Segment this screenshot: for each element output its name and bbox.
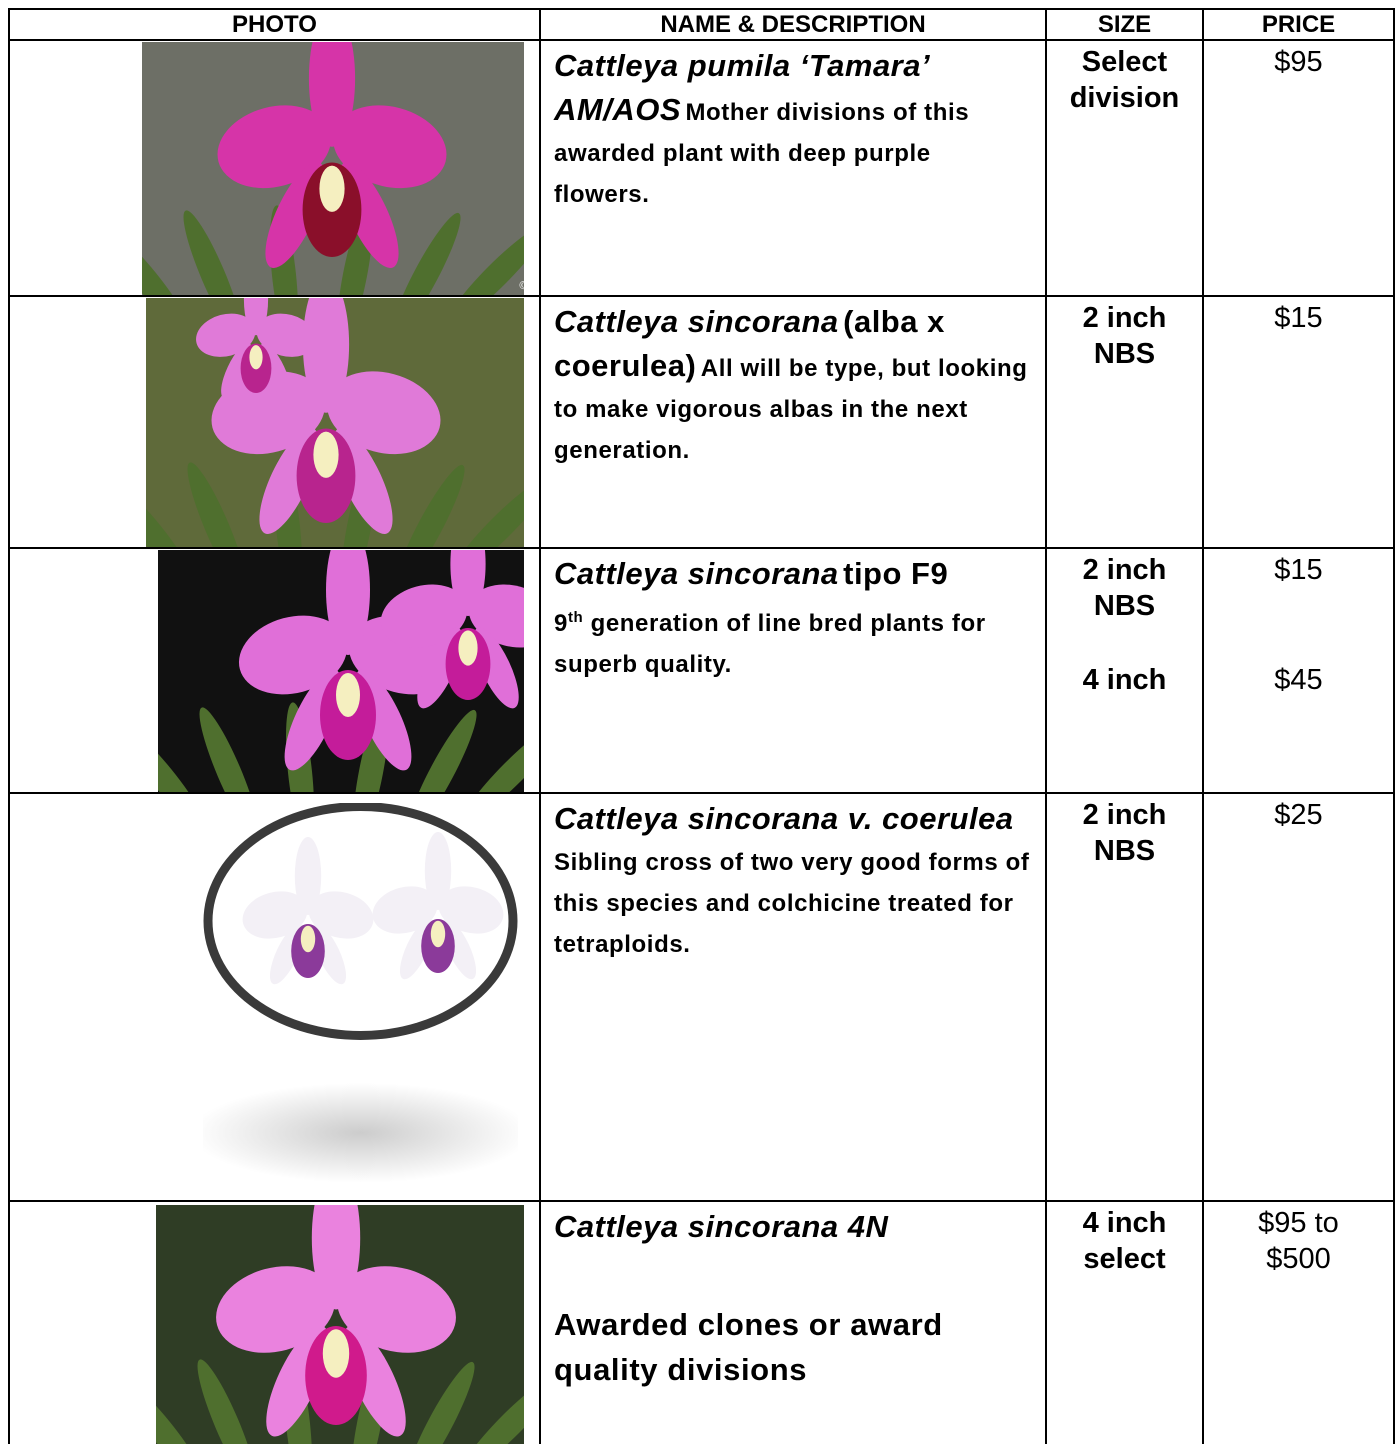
description-cell: Cattleya sincorana tipo F9 9th generation… — [539, 547, 1045, 794]
description: Awarded clones or award quality division… — [554, 1307, 943, 1387]
photo-cell — [8, 547, 539, 794]
size-cell: 2 inch NBS — [1045, 792, 1202, 1202]
plant-name: Cattleya pumila ‘Tamara’ AM/AOS — [554, 48, 929, 127]
plant-name: Cattleya sincorana 4N — [554, 1209, 889, 1244]
photo: ©Ramon de los Santos — [142, 42, 524, 295]
header-cell: PHOTO — [8, 8, 539, 41]
price: $15 — [1274, 302, 1323, 334]
price-cell: $95 to $500 — [1202, 1200, 1395, 1444]
size: 4 inch — [1082, 664, 1167, 696]
price-cell: $15 $45 — [1202, 547, 1395, 794]
text-block: Cattleya sincorana tipo F9 9th generation… — [541, 549, 1045, 687]
header-cell: SIZE — [1045, 8, 1202, 41]
photo — [146, 298, 524, 547]
photo-cell — [8, 39, 539, 297]
photo-cell — [8, 295, 539, 549]
header-cell: NAME & DESCRIPTION — [539, 8, 1045, 41]
text-block: Cattleya pumila ‘Tamara’ AM/AOS Mother d… — [541, 41, 1045, 217]
photo-cell — [8, 792, 539, 1202]
description: Mother divisions of this awarded plant w… — [554, 99, 970, 208]
size-cell: 2 inch NBS — [1045, 295, 1202, 549]
price: $95 to $500 — [1258, 1207, 1339, 1275]
description-cell: Cattleya sincorana 4N Awarded clones or a… — [539, 1200, 1045, 1444]
photo — [158, 550, 524, 792]
description-text: generation of line bred plants for super… — [554, 610, 986, 678]
description: Sibling cross of two very good forms of … — [554, 849, 1030, 958]
size-cell: Select division — [1045, 39, 1202, 297]
price: $25 — [1274, 799, 1323, 831]
size: Select division — [1069, 46, 1180, 114]
description-cell: Cattleya sincorana (alba x coerulea) All… — [539, 295, 1045, 549]
header-cell: PRICE — [1202, 8, 1395, 41]
description-cell: Cattleya sincorana v. coerulea Sibling c… — [539, 792, 1045, 1202]
description: 9th generation of line bred plants for s… — [554, 609, 986, 678]
price: $15 — [1274, 554, 1323, 586]
text-block: Cattleya sincorana v. coerulea Sibling c… — [541, 794, 1045, 967]
plant-name: Cattleya sincorana — [554, 304, 839, 339]
plant-name-rest: (alba x coerulea) — [554, 304, 945, 383]
photo-credit: ©Ramon de los Santos — [518, 279, 524, 292]
price: $95 — [1274, 46, 1323, 78]
description: All will be type, but looking to make vi… — [554, 355, 1028, 464]
price-cell: $25 — [1202, 792, 1395, 1202]
size: 2 inch NBS — [1082, 302, 1167, 370]
photo — [156, 1205, 524, 1444]
price-cell: $15 — [1202, 295, 1395, 549]
photo-cell — [8, 1200, 539, 1444]
size: 4 inch select — [1082, 1207, 1167, 1275]
plant-name-rest: tipo F9 — [843, 556, 949, 591]
plant-name: Cattleya sincorana v. coerulea — [554, 801, 1014, 836]
description-sup: th — [567, 609, 584, 626]
size-cell: 2 inch NBS 4 inch — [1045, 547, 1202, 794]
text-block: Cattleya sincorana 4N Awarded clones or a… — [541, 1202, 1045, 1392]
size-cell: 4 inch select — [1045, 1200, 1202, 1444]
description-number: 9 — [554, 610, 568, 637]
text-block: Cattleya sincorana (alba x coerulea) All… — [541, 297, 1045, 473]
price: $45 — [1274, 664, 1323, 696]
size: 2 inch NBS — [1082, 554, 1167, 622]
photo — [203, 803, 518, 1183]
size: 2 inch NBS — [1082, 799, 1167, 867]
spacer — [554, 1252, 1033, 1290]
price-cell: $95 — [1202, 39, 1395, 297]
description-cell: Cattleya pumila ‘Tamara’ AM/AOS Mother d… — [539, 39, 1045, 297]
plant-name: Cattleya sincorana — [554, 556, 839, 591]
